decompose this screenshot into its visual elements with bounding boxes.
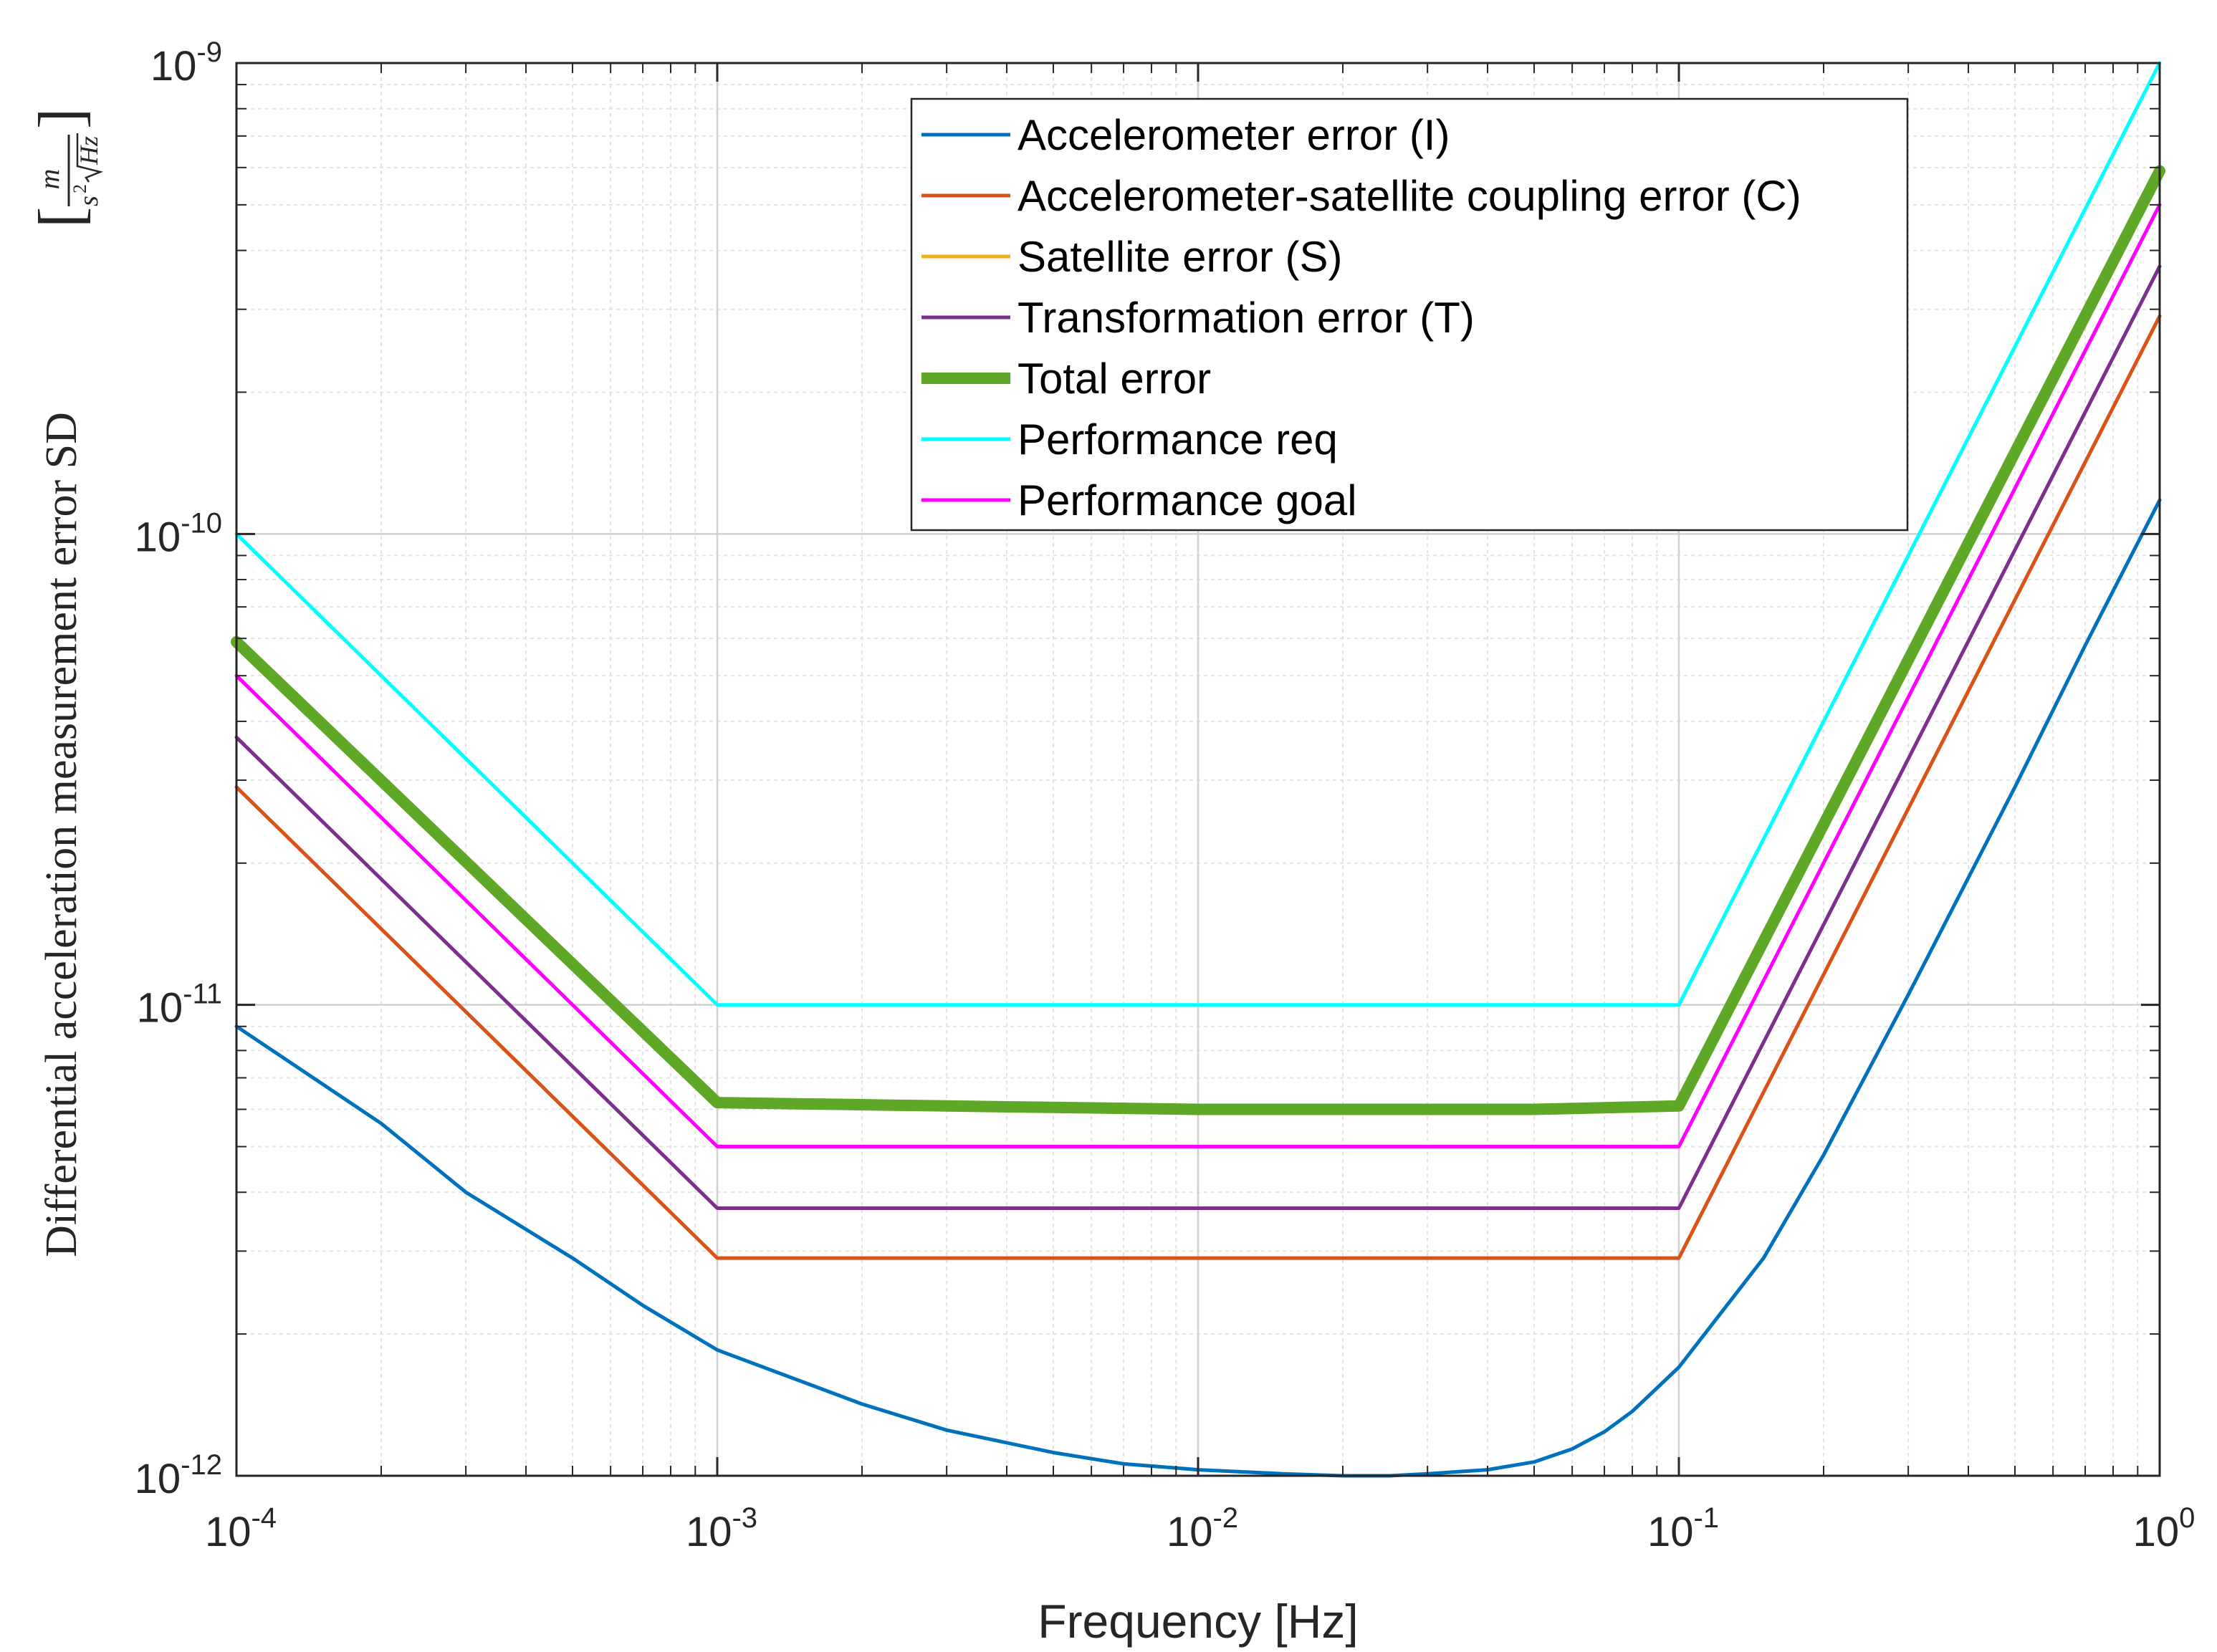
legend-label: Accelerometer error (I) [1017, 111, 1450, 159]
x-tick-label-exponent: -2 [1212, 1502, 1238, 1534]
x-tick-label-exponent: 0 [2179, 1502, 2195, 1534]
legend: Accelerometer error (I) Accelerometer-sat… [910, 97, 1909, 532]
x-tick-label-exponent: -1 [1693, 1502, 1719, 1534]
legend-label: Performance req [1017, 416, 1338, 464]
legend-label: Performance goal [1017, 476, 1357, 524]
y-tick-label: 10-12 [135, 1449, 222, 1502]
y-tick-label-base: 10 [135, 514, 181, 560]
x-tick-label: 10-2 [1167, 1502, 1238, 1555]
x-tick-label: 10-3 [686, 1502, 757, 1555]
series-line-4 [234, 264, 2162, 1210]
unit-close-bracket: ] [27, 108, 96, 129]
y-tick-label-exponent: -11 [183, 979, 222, 1010]
y-tick-label: 10-10 [135, 507, 222, 560]
y-tick-label: 10-9 [150, 37, 222, 90]
legend-label: Transformation error (T) [1017, 294, 1475, 342]
legend-box [910, 97, 1909, 532]
legend-label: Satellite error (S) [1017, 233, 1342, 281]
tick-marks [235, 62, 2161, 1477]
unit-numerator: m [33, 169, 65, 190]
unit-denominator-exponent: 2 [70, 184, 90, 193]
x-tick-label-base: 10 [205, 1509, 252, 1555]
x-tick-labels: 10-4 10-3 10-2 10-1 100 [205, 1502, 2195, 1555]
legend-label: Total error [1017, 355, 1211, 403]
x-tick-label: 10-4 [205, 1502, 277, 1555]
y-tick-label-exponent: -9 [196, 37, 222, 68]
legend-label: Accelerometer-satellite coupling error (… [1017, 172, 1801, 220]
y-axis-label: Differential acceleration measurement er… [27, 108, 104, 1257]
y-tick-label-exponent: -10 [181, 507, 222, 539]
y-axis-label-text: Differential acceleration measurement er… [37, 412, 86, 1257]
series-line-5 [231, 165, 2165, 1115]
x-tick-label-base: 10 [1647, 1509, 1694, 1555]
series-line-7 [234, 203, 2162, 1148]
x-tick-label-exponent: -3 [732, 1502, 757, 1534]
unit-denominator-base: s [74, 196, 104, 206]
unit-open-bracket: [ [27, 207, 96, 228]
x-tick-label-base: 10 [686, 1509, 732, 1555]
series-line-6 [234, 61, 2162, 1007]
y-axis-unit: [ m s 2 Hz ] [27, 108, 104, 228]
unit-denominator-root: Hz [75, 136, 103, 165]
y-tick-label-base: 10 [137, 985, 183, 1032]
y-tick-label-exponent: -12 [181, 1449, 222, 1481]
series-line-2 [234, 314, 2162, 1260]
x-tick-label-exponent: -4 [251, 1502, 277, 1534]
x-axis-label: Frequency [Hz] [1038, 1595, 1359, 1648]
x-tick-label-base: 10 [1167, 1509, 1213, 1555]
x-tick-label-base: 10 [2133, 1509, 2180, 1555]
x-tick-label: 100 [2133, 1502, 2196, 1555]
y-tick-label-base: 10 [150, 43, 197, 90]
y-tick-label: 10-11 [137, 979, 222, 1032]
x-tick-label: 10-1 [1647, 1502, 1719, 1555]
y-tick-label-base: 10 [135, 1456, 181, 1502]
unit-sqrt-sign [76, 133, 104, 183]
